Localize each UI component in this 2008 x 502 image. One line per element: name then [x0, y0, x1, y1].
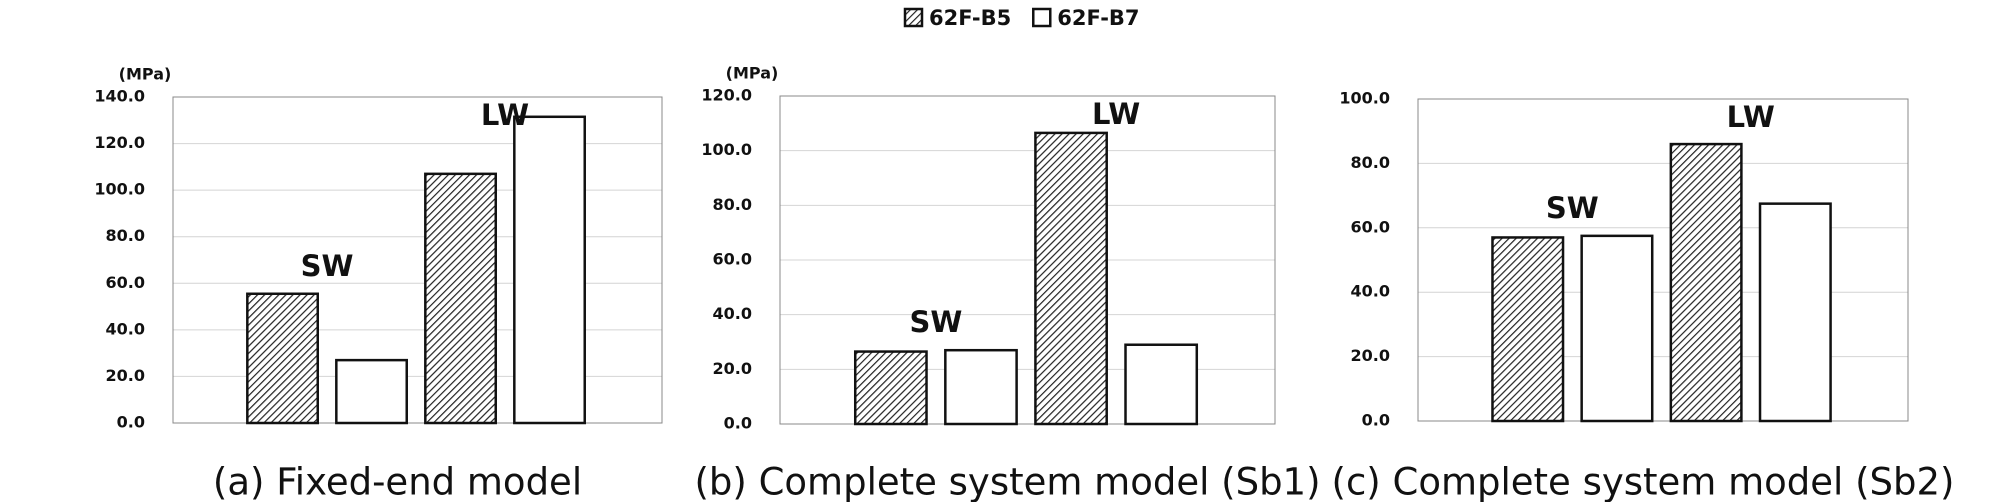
y-tick-label: 20.0	[713, 359, 752, 378]
category-label: LW	[1727, 100, 1775, 134]
y-tick-label: 0.0	[117, 413, 145, 432]
y-axis-label: (MPa)	[119, 65, 172, 84]
chart-title: (c) Complete system model (Sb2)	[1332, 461, 1955, 502]
bar	[246, 292, 319, 425]
category-label: SW	[1546, 191, 1599, 225]
bar	[1758, 202, 1832, 423]
y-tick-label: 100.0	[701, 140, 752, 159]
bar	[513, 115, 586, 425]
plot-frame	[1417, 98, 1909, 422]
chart-title: (a) Fixed-end model	[213, 461, 582, 502]
category-label: LW	[1092, 97, 1140, 131]
y-tick-label: 0.0	[1362, 411, 1390, 430]
bar	[1491, 236, 1565, 423]
y-tick-label: 40.0	[1351, 282, 1390, 301]
y-tick-label: 120.0	[94, 133, 145, 152]
legend-label: 62F-B7	[1057, 6, 1139, 30]
y-axis-label: (MPa)	[726, 64, 779, 83]
y-tick-label: 80.0	[106, 226, 145, 245]
bar	[853, 350, 928, 426]
y-tick-label: 120.0	[701, 86, 752, 105]
y-tick-label: 100.0	[1339, 89, 1390, 108]
y-tick-label: 100.0	[94, 180, 145, 199]
bar	[1034, 131, 1108, 426]
chart-title: (b) Complete system model (Sb1)	[694, 461, 1320, 502]
legend-label: 62F-B5	[929, 6, 1011, 30]
category-label: SW	[301, 249, 354, 283]
y-tick-label: 0.0	[724, 414, 752, 433]
legend-swatch	[903, 7, 924, 28]
y-tick-label: 40.0	[713, 304, 752, 323]
category-label: LW	[481, 98, 529, 132]
y-tick-label: 80.0	[1351, 153, 1390, 172]
plot-frame	[172, 96, 663, 424]
bar	[1580, 234, 1654, 423]
y-tick-label: 20.0	[106, 366, 145, 385]
plot-frame	[779, 95, 1276, 425]
y-tick-label: 40.0	[106, 319, 145, 338]
bar	[1124, 343, 1199, 426]
y-tick-label: 140.0	[94, 87, 145, 106]
bar	[335, 358, 408, 425]
y-tick-label: 60.0	[1351, 217, 1390, 236]
y-tick-label: 60.0	[713, 250, 752, 269]
bar	[424, 172, 497, 425]
legend-swatch	[1032, 7, 1052, 28]
y-tick-label: 20.0	[1351, 346, 1390, 365]
bar	[1669, 142, 1743, 423]
category-label: SW	[909, 305, 962, 339]
bar	[944, 348, 1018, 426]
y-tick-label: 80.0	[713, 195, 752, 214]
y-tick-label: 60.0	[106, 273, 145, 292]
